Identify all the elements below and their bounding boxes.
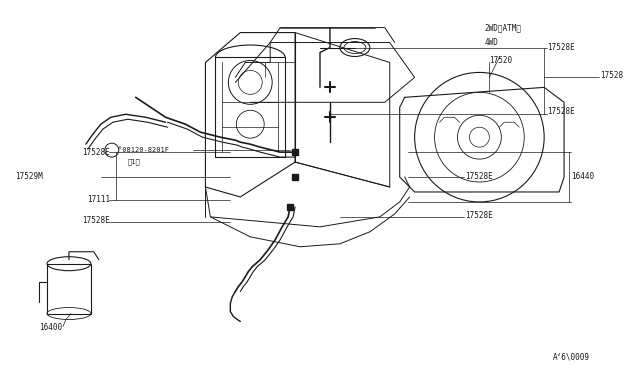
Text: 4WD: 4WD [484,38,499,47]
Text: 16400: 16400 [39,323,62,332]
Bar [292,174,298,180]
Text: 17528E: 17528E [547,43,575,52]
Bar [47,264,91,314]
Text: 17529M: 17529M [15,171,43,180]
Text: 17528E: 17528E [82,217,110,225]
Text: 2WD〈ATM〉: 2WD〈ATM〉 [484,23,522,32]
Bar [292,149,298,155]
Text: 17111: 17111 [86,195,110,205]
Text: 17528E: 17528E [82,148,110,157]
Text: °08120-8201F: °08120-8201F [118,147,169,153]
Bar [287,204,293,210]
Text: 16440: 16440 [571,171,594,180]
Text: A‘6\0009: A‘6\0009 [553,353,590,362]
Text: 17528E: 17528E [465,171,493,180]
Text: 17520: 17520 [490,56,513,65]
Text: 17528E: 17528E [465,211,493,220]
Text: 17528E: 17528E [547,107,575,116]
Text: （1）: （1） [128,159,140,166]
Text: 17528: 17528 [600,71,623,80]
